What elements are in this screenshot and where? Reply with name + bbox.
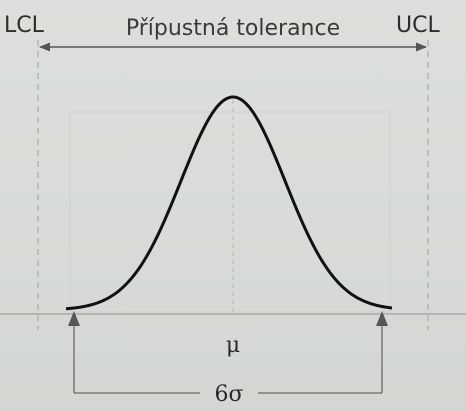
spread-right-arrowhead [376, 311, 388, 326]
background-frame [69, 111, 391, 313]
tolerance-label: Přípustná tolerance [126, 16, 340, 41]
bell-curve [65, 95, 393, 311]
lcl-label: LCL [4, 13, 45, 38]
spread-left-arrowhead [68, 311, 80, 326]
mean-label: μ [226, 333, 240, 358]
spread-label: 6σ [214, 382, 243, 407]
ucl-label: UCL [396, 13, 440, 38]
